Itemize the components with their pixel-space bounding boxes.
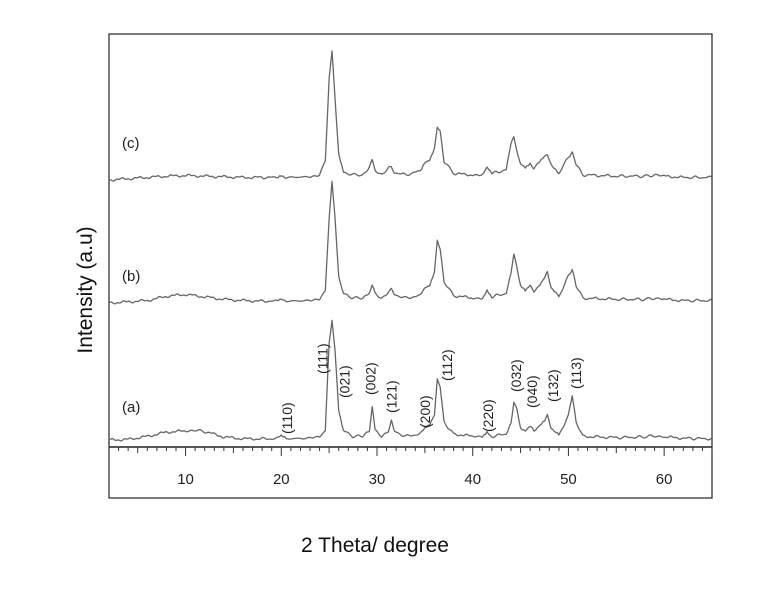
peak-label: (110)	[279, 402, 295, 434]
peak-label: (132)	[545, 369, 561, 402]
x-tick-label: 50	[560, 471, 577, 488]
peak-label: (021)	[337, 365, 353, 398]
peak-label: (121)	[383, 380, 399, 413]
x-tick-label: 10	[177, 471, 194, 488]
plot-frame	[108, 33, 713, 499]
x-tick-label: 40	[464, 471, 481, 488]
series-label: (b)	[122, 268, 140, 285]
x-tick-labels: 10 20 30 40 50 60	[177, 471, 672, 488]
peak-labels: (110) (111) (021) (002) (121) (200) (112) (220)…	[279, 343, 584, 434]
x-tick-label: 30	[369, 471, 386, 488]
peak-label: (113)	[568, 357, 584, 389]
peak-label: (200)	[417, 395, 433, 428]
series-label: (a)	[122, 399, 140, 416]
series-label: (c)	[122, 135, 140, 152]
series-line	[108, 319, 713, 442]
peak-label: (220)	[480, 399, 496, 432]
x-ticks	[118, 447, 713, 456]
traces	[108, 50, 713, 442]
y-axis-title: Intensity (a.u)	[74, 226, 97, 353]
peak-label: (040)	[524, 375, 540, 408]
peak-label: (032)	[508, 359, 524, 392]
series-labels: (a) (b) (c)	[122, 135, 140, 416]
peak-label: (002)	[362, 362, 378, 395]
x-tick-label: 20	[273, 471, 290, 488]
series-line	[108, 50, 713, 182]
peak-label: (111)	[314, 343, 330, 374]
x-axis-title: 2 Theta/ degree	[301, 534, 449, 557]
x-tick-label: 60	[656, 471, 673, 488]
peak-label: (112)	[439, 349, 455, 381]
series-line	[108, 180, 713, 305]
